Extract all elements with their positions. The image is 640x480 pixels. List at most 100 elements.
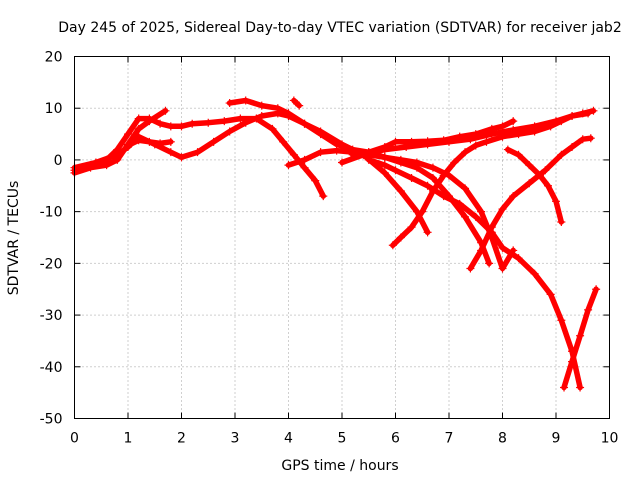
data-point [188, 119, 197, 128]
data-point [380, 161, 389, 170]
data-point [482, 137, 491, 146]
data-point [557, 150, 566, 159]
data-point [568, 111, 577, 120]
data-point [268, 124, 277, 133]
data-point [503, 145, 512, 154]
data-point [514, 150, 523, 159]
data-point [396, 186, 405, 195]
y-tick-label: 10 [45, 101, 63, 117]
data-point [485, 259, 494, 268]
y-tick-label: -10 [40, 205, 63, 221]
data-point [319, 192, 328, 201]
data-point [578, 135, 587, 144]
x-tick-label: 1 [124, 431, 133, 447]
data-point [396, 233, 405, 242]
data-point [477, 207, 486, 216]
data-point [380, 143, 389, 151]
data-point [423, 181, 432, 190]
series-4 [124, 136, 175, 150]
data-point [592, 285, 601, 294]
data-point [535, 171, 544, 180]
data-point [589, 106, 598, 115]
data-point [177, 153, 186, 162]
data-point [193, 148, 202, 157]
x-tick-label: 7 [445, 431, 454, 447]
data-point [423, 228, 432, 237]
data-point [498, 205, 507, 214]
data-point [300, 119, 309, 128]
data-point [498, 264, 507, 273]
data-point [236, 114, 245, 123]
data-point [471, 212, 480, 221]
x-tick-label: 2 [177, 431, 186, 447]
axis-ticks: 0 1 2 3 4 5 6 7 8 9 10 -50 -40 -30 -20 -10 0 10 20 [40, 50, 619, 447]
data-point [177, 122, 186, 131]
data-point [407, 137, 416, 146]
data-point [546, 122, 555, 131]
x-tick-label: 6 [391, 431, 400, 447]
series-2 [70, 109, 432, 237]
x-tick-label: 9 [552, 431, 561, 447]
data-point [113, 155, 122, 164]
data-point [300, 163, 309, 172]
x-tick-label: 8 [498, 431, 507, 447]
data-point [289, 150, 298, 159]
y-tick-label: -50 [40, 412, 63, 428]
x-tick-label: 10 [601, 431, 619, 447]
series-line [390, 108, 597, 249]
data-point [225, 127, 234, 136]
data-point [487, 124, 496, 133]
data-point [295, 101, 304, 110]
data-point [225, 99, 234, 108]
data-point [576, 331, 585, 340]
data-point [316, 148, 325, 157]
data-point [514, 130, 523, 139]
data-point [380, 168, 389, 177]
series-9 [348, 117, 518, 159]
data-point [257, 111, 266, 120]
y-tick-label: 20 [45, 50, 63, 66]
data-point [396, 155, 405, 164]
data-point [461, 184, 470, 193]
data-point [289, 96, 298, 105]
data-point [514, 254, 523, 263]
data-point [586, 134, 595, 143]
data-point [407, 174, 416, 183]
data-point [509, 192, 518, 201]
data-point [525, 161, 534, 170]
data-point [428, 186, 437, 195]
series-line [291, 97, 302, 109]
data-point [311, 176, 320, 185]
data-point [161, 106, 170, 115]
data-point [220, 117, 229, 126]
data-point [557, 316, 566, 325]
x-tick-label: 3 [231, 431, 240, 447]
data-point [568, 143, 577, 151]
data-point [418, 207, 427, 216]
y-tick-label: -20 [40, 256, 63, 272]
data-point [439, 171, 448, 180]
data-point [552, 197, 560, 206]
data-point [348, 150, 357, 159]
data-point [428, 163, 437, 172]
data-point [530, 127, 539, 136]
data-point [461, 148, 470, 157]
data-point [541, 166, 550, 175]
data-point [450, 158, 459, 167]
data-point [471, 130, 480, 139]
data-point [557, 117, 566, 126]
data-point [391, 137, 400, 146]
data-point [156, 119, 165, 128]
data-point [166, 148, 175, 157]
y-tick-label: -30 [40, 308, 63, 324]
data-point [407, 223, 416, 232]
data-point [498, 132, 507, 141]
data-point [209, 137, 218, 146]
x-tick-label: 4 [284, 431, 293, 447]
data-point [241, 118, 250, 127]
series-13 [503, 145, 566, 226]
data-point [156, 139, 165, 148]
series-line [349, 118, 516, 158]
data-point [455, 199, 464, 208]
